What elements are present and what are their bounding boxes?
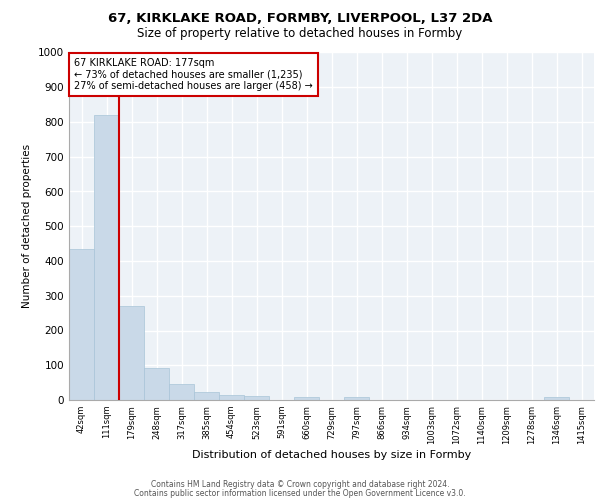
- Bar: [169, 384, 194, 400]
- Bar: [244, 396, 269, 400]
- Bar: [344, 397, 369, 400]
- Bar: [144, 368, 169, 400]
- Text: Contains public sector information licensed under the Open Government Licence v3: Contains public sector information licen…: [134, 488, 466, 498]
- Bar: [194, 392, 219, 400]
- X-axis label: Distribution of detached houses by size in Formby: Distribution of detached houses by size …: [192, 450, 471, 460]
- Text: 67 KIRKLAKE ROAD: 177sqm
← 73% of detached houses are smaller (1,235)
27% of sem: 67 KIRKLAKE ROAD: 177sqm ← 73% of detach…: [74, 58, 313, 91]
- Text: 67, KIRKLAKE ROAD, FORMBY, LIVERPOOL, L37 2DA: 67, KIRKLAKE ROAD, FORMBY, LIVERPOOL, L3…: [108, 12, 492, 26]
- Bar: [69, 249, 94, 400]
- Bar: [544, 396, 569, 400]
- Bar: [94, 115, 119, 400]
- Bar: [219, 395, 244, 400]
- Bar: [119, 306, 144, 400]
- Text: Size of property relative to detached houses in Formby: Size of property relative to detached ho…: [137, 28, 463, 40]
- Bar: [294, 396, 319, 400]
- Y-axis label: Number of detached properties: Number of detached properties: [22, 144, 32, 308]
- Text: Contains HM Land Registry data © Crown copyright and database right 2024.: Contains HM Land Registry data © Crown c…: [151, 480, 449, 489]
